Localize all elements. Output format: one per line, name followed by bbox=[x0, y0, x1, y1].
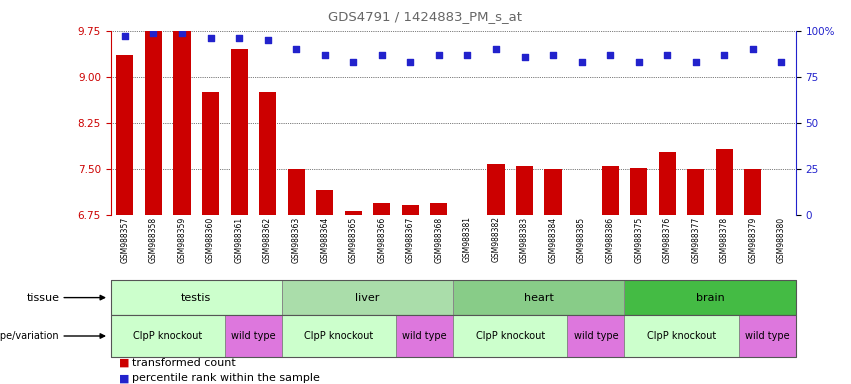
Bar bbox=[688, 169, 705, 215]
Text: brain: brain bbox=[695, 293, 724, 303]
Point bbox=[717, 51, 731, 58]
Bar bbox=[317, 190, 334, 215]
Point bbox=[175, 30, 189, 36]
Point bbox=[603, 51, 617, 58]
Bar bbox=[773, 215, 790, 218]
Point bbox=[432, 51, 446, 58]
Bar bbox=[516, 166, 533, 215]
Text: ClpP knockout: ClpP knockout bbox=[647, 331, 717, 341]
Text: genotype/variation: genotype/variation bbox=[0, 331, 60, 341]
Text: wild type: wild type bbox=[574, 331, 618, 341]
Text: ClpP knockout: ClpP knockout bbox=[476, 331, 545, 341]
Point bbox=[574, 59, 588, 65]
Point bbox=[517, 53, 531, 60]
Bar bbox=[431, 203, 448, 215]
Text: wild type: wild type bbox=[745, 331, 790, 341]
Text: percentile rank within the sample: percentile rank within the sample bbox=[132, 373, 320, 383]
Bar bbox=[745, 169, 762, 215]
Text: wild type: wild type bbox=[403, 331, 447, 341]
Point bbox=[403, 59, 417, 65]
Bar bbox=[259, 92, 277, 215]
Text: liver: liver bbox=[356, 293, 380, 303]
Text: ClpP knockout: ClpP knockout bbox=[305, 331, 374, 341]
Point bbox=[203, 35, 217, 41]
Bar bbox=[174, 31, 191, 215]
Bar bbox=[545, 169, 562, 215]
Text: ClpP knockout: ClpP knockout bbox=[133, 331, 203, 341]
Point bbox=[632, 59, 646, 65]
Bar bbox=[488, 164, 505, 215]
Text: ■: ■ bbox=[119, 373, 129, 383]
Point bbox=[660, 51, 674, 58]
Bar bbox=[602, 166, 619, 215]
Bar bbox=[117, 55, 134, 215]
Point bbox=[346, 59, 360, 65]
Text: transformed count: transformed count bbox=[132, 358, 236, 368]
Point bbox=[318, 51, 332, 58]
Bar bbox=[573, 215, 591, 221]
Bar bbox=[145, 31, 162, 215]
Point bbox=[375, 51, 389, 58]
Text: wild type: wild type bbox=[231, 331, 276, 341]
Text: tissue: tissue bbox=[26, 293, 60, 303]
Point bbox=[746, 46, 760, 52]
Text: heart: heart bbox=[524, 293, 554, 303]
Point bbox=[774, 59, 788, 65]
Point bbox=[232, 35, 246, 41]
Bar bbox=[231, 49, 248, 215]
Bar bbox=[202, 92, 219, 215]
Point bbox=[489, 46, 503, 52]
Point bbox=[289, 46, 303, 52]
Point bbox=[260, 37, 274, 43]
Point bbox=[546, 51, 560, 58]
Bar bbox=[659, 152, 676, 215]
Bar bbox=[630, 168, 648, 215]
Point bbox=[460, 51, 474, 58]
Point bbox=[146, 30, 160, 36]
Text: testis: testis bbox=[181, 293, 211, 303]
Bar bbox=[402, 205, 419, 215]
Bar bbox=[459, 215, 476, 221]
Text: ■: ■ bbox=[119, 358, 129, 368]
Point bbox=[689, 59, 703, 65]
Bar bbox=[716, 149, 733, 215]
Point bbox=[118, 33, 132, 39]
Bar bbox=[288, 169, 305, 215]
Bar bbox=[345, 211, 362, 215]
Text: GDS4791 / 1424883_PM_s_at: GDS4791 / 1424883_PM_s_at bbox=[328, 10, 523, 23]
Bar bbox=[374, 203, 391, 215]
